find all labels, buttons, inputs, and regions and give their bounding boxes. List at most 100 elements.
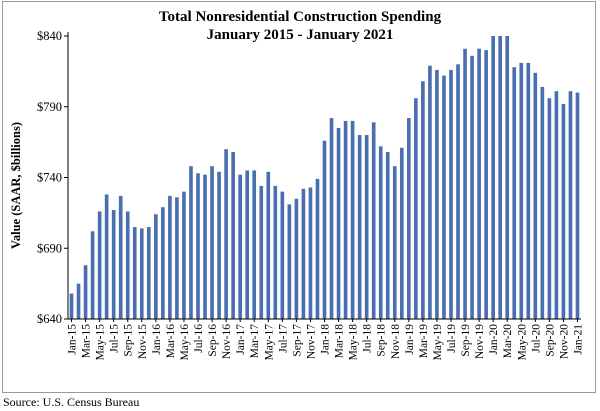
bar-Mar-20	[505, 36, 510, 319]
x-tick-label: Jul-17	[277, 324, 289, 353]
bar-Sep-19	[463, 48, 467, 320]
x-tick-label: Sep-18	[376, 324, 388, 357]
y-tick-label: $790	[37, 100, 62, 114]
chart-title-block: Total Nonresidential Construction Spendi…	[3, 8, 597, 44]
chart-frame: Total Nonresidential Construction Spendi…	[2, 1, 596, 393]
bar-Sep-15	[125, 211, 130, 319]
x-axis: Jan-15 Mar-15 May-15 Jul-15 Sep-15 Nov-15 Jan-…	[67, 318, 584, 361]
x-tick-label: Jul-16	[193, 324, 205, 353]
bar-May-16	[182, 191, 186, 319]
bar-Jun-17	[273, 185, 278, 319]
x-tick-label: Nov-16	[221, 324, 233, 359]
bar-Jul-18	[364, 135, 369, 319]
bar-Feb-19	[414, 98, 418, 319]
y-tick-label: $640	[37, 312, 62, 326]
x-tick-label: Nov-20	[558, 324, 570, 359]
bar-May-17	[266, 171, 271, 319]
bar-Jul-17	[280, 191, 285, 319]
bar-Feb-20	[498, 36, 503, 319]
x-tick-label: Nov-19	[474, 324, 486, 359]
bar-Oct-16	[217, 171, 221, 319]
bar-Mar-17	[252, 170, 257, 319]
bar-Dec-17	[315, 178, 320, 319]
bar-Jan-17	[238, 174, 242, 319]
x-tick-label: Sep-15	[123, 324, 135, 357]
x-tick-label: Mar-16	[165, 324, 177, 359]
bar-Nov-18	[392, 166, 397, 319]
bar-Dec-20	[568, 91, 573, 319]
bar-Sep-18	[378, 146, 383, 319]
bar-Dec-15	[146, 227, 151, 319]
x-tick-label: Nov-15	[137, 324, 149, 359]
bar-Mar-15	[83, 265, 88, 319]
x-tick-label: Mar-19	[418, 324, 430, 359]
bar-May-19	[435, 69, 439, 320]
y-tick-label: $740	[37, 171, 62, 185]
x-tick-label: Sep-16	[207, 324, 219, 357]
x-tick-label: May-19	[432, 324, 444, 361]
bar-Aug-16	[203, 174, 207, 319]
bar-Feb-17	[245, 170, 250, 319]
bar-Apr-15	[90, 231, 95, 319]
bar-Feb-16	[161, 207, 165, 319]
bar-Dec-18	[399, 147, 404, 319]
bar-series	[69, 36, 580, 320]
bar-Sep-16	[210, 166, 214, 319]
bar-Jan-18	[322, 140, 327, 319]
bar-May-18	[350, 120, 355, 320]
x-tick-label: May-16	[179, 324, 191, 361]
bar-Mar-18	[336, 127, 341, 319]
y-axis: $640 $690 $740 $790 $840	[37, 29, 69, 326]
bar-Jan-19	[407, 118, 411, 319]
bar-Dec-16	[231, 152, 235, 319]
x-tick-label: May-18	[348, 324, 360, 361]
bar-Jul-15	[111, 210, 116, 319]
x-tick-label: Jul-15	[109, 324, 121, 353]
y-axis-title: Value (SAAR, $billions)	[9, 122, 23, 249]
x-tick-label: Jan-16	[151, 324, 163, 355]
bar-Oct-20	[554, 91, 559, 319]
y-tick-label: $840	[37, 29, 62, 43]
bar-Jul-20	[533, 72, 538, 319]
y-tick-label: $690	[37, 241, 62, 255]
x-tick-label: Sep-17	[291, 324, 303, 357]
bar-Nov-16	[224, 149, 228, 319]
bar-Mar-16	[168, 195, 172, 319]
source-note: Source: U.S. Census Bureau	[3, 395, 140, 409]
bar-Jun-20	[526, 62, 531, 319]
bar-Jan-21	[575, 92, 580, 319]
bar-Oct-15	[132, 227, 137, 319]
bar-Jun-15	[104, 194, 109, 319]
x-tick-label: Nov-18	[390, 324, 402, 359]
x-tick-label: May-17	[263, 324, 275, 361]
x-tick-label: Mar-20	[502, 324, 514, 359]
bar-Sep-20	[547, 98, 552, 319]
bar-Mar-19	[421, 81, 425, 319]
bar-Jun-16	[189, 166, 193, 319]
x-tick-label: Nov-17	[305, 324, 317, 359]
bar-Nov-15	[139, 228, 144, 319]
bar-Aug-18	[371, 122, 376, 319]
x-tick-label: Mar-18	[334, 324, 346, 359]
bar-Apr-18	[343, 120, 348, 320]
x-tick-label: May-15	[95, 324, 107, 361]
x-tick-label: Mar-15	[81, 324, 93, 359]
bar-Jun-19	[442, 75, 446, 320]
chart-title: Total Nonresidential Construction Spendi…	[158, 9, 442, 25]
x-tick-label: Jul-18	[362, 324, 374, 353]
bar-Aug-19	[456, 64, 460, 319]
bar-Jul-19	[449, 69, 453, 320]
x-tick-label: Jan-18	[320, 324, 332, 355]
bar-Aug-15	[118, 195, 123, 319]
bar-chart: $640 $690 $740 $790 $840 Jan-15 Mar-15 May-15 J…	[9, 29, 584, 361]
x-tick-label: Sep-20	[544, 324, 556, 357]
bar-Jul-16	[196, 173, 200, 319]
x-tick-label: Jan-21	[572, 324, 584, 355]
bar-May-20	[519, 62, 524, 319]
chart-subtitle: January 2015 - January 2021	[206, 27, 394, 43]
x-tick-label: Jul-20	[530, 324, 542, 353]
bar-Nov-17	[308, 187, 313, 319]
bar-Jan-16	[154, 214, 158, 319]
bar-Sep-17	[294, 198, 299, 319]
bar-Apr-16	[175, 197, 179, 319]
